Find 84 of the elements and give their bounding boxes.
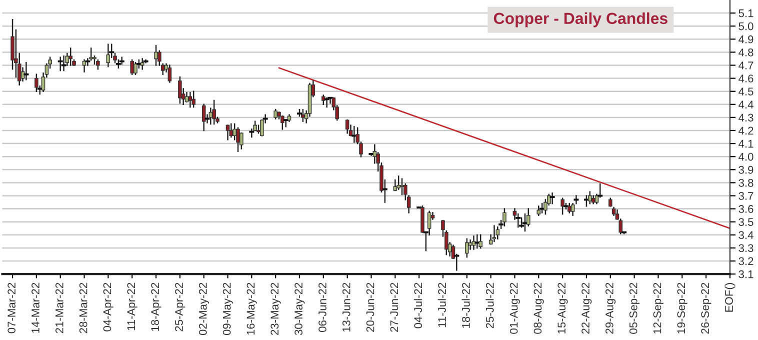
candlestick	[130, 59, 134, 76]
candlestick	[345, 119, 350, 134]
x-tick-label: 30-May-22	[294, 282, 305, 336]
y-tick-label: 3.7	[738, 192, 754, 200]
x-tick-label: 14-Mar-22	[32, 282, 40, 333]
candlestick	[212, 100, 216, 125]
x-tick-label: 22-Aug-22	[582, 282, 592, 334]
y-tick-label: 3.1	[738, 270, 754, 278]
x-tick-label: 28-Mar-22	[79, 282, 88, 334]
candlestick	[226, 124, 230, 140]
y-tick-label: 4.2	[738, 126, 754, 135]
y-tick-label: 4.5	[738, 88, 754, 96]
candlestick	[536, 206, 541, 216]
candlestick	[274, 108, 278, 120]
candlestick	[492, 225, 496, 242]
x-tick-label: 05-Sep-22	[629, 282, 640, 334]
x-tick-label: 11-Jul-22	[438, 282, 446, 328]
x-tick-label: 13-Jun-22	[342, 282, 350, 332]
candlestick	[427, 210, 432, 236]
y-tick-label: 3.9	[738, 166, 754, 174]
x-tick-label: 15-Aug-22	[558, 282, 568, 334]
x-tick-label: 09-May-22	[222, 282, 233, 336]
y-tick-label: 4.6	[738, 74, 754, 82]
y-tick-label: 4.1	[738, 140, 754, 148]
candlestick	[178, 76, 182, 104]
x-tick-label: 25-Apr-22	[175, 282, 186, 332]
x-tick-label: 04-Jul-22	[414, 282, 422, 328]
candlestick	[236, 127, 240, 152]
x-tick-label: 18-Apr-22	[151, 282, 162, 331]
candlestick	[301, 108, 305, 122]
candlestick	[588, 191, 592, 204]
candlestick	[465, 238, 469, 258]
x-tick-label: 11-Apr-22	[127, 282, 138, 330]
candlestick	[34, 74, 38, 92]
y-tick-label: 4.9	[738, 35, 754, 44]
y-tick-label: 3.2	[738, 257, 754, 266]
x-tick-label: 08-Aug-22	[534, 282, 544, 334]
x-tick-label: 12-Sep-22	[653, 282, 664, 334]
y-tick-label: 3.5	[738, 218, 754, 226]
candlestick	[134, 62, 138, 76]
x-tick-label: 25-Jul-22	[486, 282, 494, 328]
candlestick	[96, 59, 100, 70]
candlestick	[570, 202, 575, 216]
candlestick	[168, 64, 172, 83]
candlestick	[192, 90, 196, 108]
candlestick	[400, 178, 404, 196]
y-tick-label: 3.4	[738, 231, 754, 240]
candlestick	[106, 44, 110, 68]
y-tick-label: 4.3	[738, 114, 754, 122]
candlestick	[322, 94, 326, 106]
candlestick	[478, 234, 482, 249]
y-tick-label: 4.8	[738, 48, 754, 56]
candlestick	[502, 208, 506, 226]
candlestick	[188, 92, 192, 108]
y-tick-label: 4.0	[738, 152, 754, 161]
y-tick-label: 5.0	[738, 22, 754, 30]
candlestick	[560, 198, 564, 215]
x-tick-label: 27-Jun-22	[390, 282, 398, 332]
x-tick-label: 01-Aug-22	[510, 282, 520, 334]
x-tick-label: 26-Sep-22	[701, 282, 712, 334]
y-tick-label: 3.6	[738, 205, 754, 213]
candlestick	[444, 230, 448, 256]
x-tick-label: 23-May-22	[270, 282, 281, 335]
y-tick-label: 4.4	[738, 100, 754, 108]
candlestick	[232, 123, 236, 140]
x-tick-label: 20-Jun-22	[366, 282, 374, 332]
candlestick	[154, 45, 158, 66]
x-tick-label: EOF()	[724, 283, 736, 312]
x-tick-label: 19-Sep-22	[677, 282, 688, 334]
x-tick-label: 16-May-22	[246, 282, 257, 335]
x-tick-label: 29-Aug-22	[605, 282, 616, 334]
y-tick-label: 4.7	[738, 62, 754, 70]
x-tick-label: 02-May-22	[198, 282, 210, 336]
x-tick-label: 04-Apr-22	[103, 282, 114, 332]
y-tick-label: 3.8	[738, 178, 754, 187]
candlestick	[280, 116, 284, 130]
text: Copper - Daily Candles	[494, 12, 668, 28]
y-tick-label: 3.3	[738, 244, 754, 252]
x-tick-label: 06-Jun-22	[318, 282, 326, 332]
x-tick-label: 18-Jul-22	[462, 282, 470, 328]
candlestick	[68, 48, 72, 66]
x-tick-label: 21-Mar-22	[55, 282, 64, 334]
x-tick-label: 07-Mar-22	[8, 282, 16, 334]
y-tick-label: 5.1	[738, 9, 754, 18]
